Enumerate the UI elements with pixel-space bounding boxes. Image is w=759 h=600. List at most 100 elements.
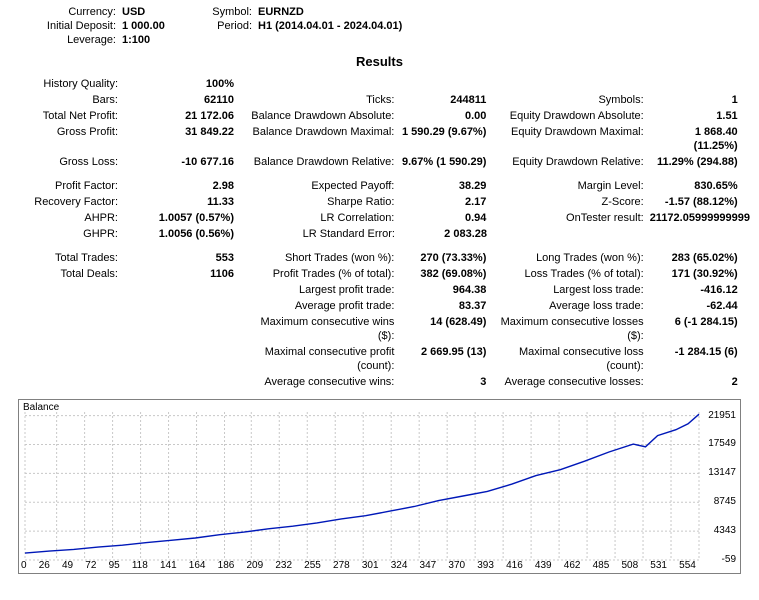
max-cons-wins-label: Maximum consecutive wins ($): (242, 315, 400, 343)
lr-stderr-label: LR Standard Error: (243, 227, 401, 241)
margin-level-label: Margin Level: (492, 179, 650, 193)
short-trades-value: 270 (73.33%) (400, 251, 486, 265)
largest-profit-value: 964.38 (400, 283, 486, 297)
recovery-factor-value: 11.33 (124, 195, 234, 209)
net-profit-label: Total Net Profit: (18, 109, 124, 123)
largest-loss-value: -416.12 (650, 283, 738, 297)
bars-label: Bars: (18, 93, 124, 107)
avg-profit-value: 83.37 (400, 299, 486, 313)
chart-x-tick: 118 (132, 560, 148, 571)
eq-dd-max-value: 1 868.40 (11.25%) (650, 125, 738, 153)
lr-corr-value: 0.94 (400, 211, 486, 225)
chart-x-tick: 416 (506, 560, 523, 571)
z-score-label: Z-Score: (492, 195, 650, 209)
chart-x-tick: 0 (21, 560, 27, 571)
chart-x-tick: 508 (621, 560, 638, 571)
chart-x-tick: 26 (39, 560, 50, 571)
ontester-value: 21172.05999999999 (650, 211, 738, 225)
chart-x-tick: 462 (564, 560, 581, 571)
chart-x-tick: 324 (391, 560, 408, 571)
chart-x-tick: 164 (189, 560, 206, 571)
chart-y-tick: 4343 (696, 525, 736, 536)
maximal-cons-profit-label: Maximal consecutive profit (count): (242, 345, 400, 373)
gross-profit-value: 31 849.22 (124, 125, 234, 153)
maximal-cons-loss-label: Maximal consecutive loss (count): (492, 345, 650, 373)
chart-y-tick: 21951 (696, 410, 736, 421)
bal-dd-abs-value: 0.00 (400, 109, 486, 123)
sharpe-ratio-label: Sharpe Ratio: (242, 195, 400, 209)
stats-section-2: Profit Factor:2.98 Expected Payoff:38.29… (18, 179, 741, 241)
chart-x-tick: 393 (477, 560, 494, 571)
max-cons-losses-label: Maximum consecutive losses ($): (492, 315, 650, 343)
ticks-value: 244811 (400, 93, 486, 107)
chart-x-tick: 554 (679, 560, 696, 571)
currency-label: Currency: (18, 6, 122, 18)
ghpr-value: 1.0056 (0.56%) (124, 227, 234, 241)
results-title: Results (18, 54, 741, 69)
gross-loss-label: Gross Loss: (18, 155, 124, 169)
max-cons-wins-value: 14 (628.49) (400, 315, 486, 343)
chart-x-tick: 141 (160, 560, 177, 571)
avg-loss-label: Average loss trade: (492, 299, 650, 313)
history-quality-label: History Quality: (18, 77, 124, 91)
chart-x-tick: 49 (62, 560, 73, 571)
total-trades-label: Total Trades: (18, 251, 124, 265)
stats-section-3: Total Trades:553 Short Trades (won %):27… (18, 251, 741, 389)
initial-deposit-label: Initial Deposit: (18, 20, 122, 32)
eq-dd-max-label: Equity Drawdown Maximal: (492, 125, 650, 153)
maximal-cons-loss-value: -1 284.15 (6) (650, 345, 738, 373)
chart-x-tick: 439 (535, 560, 552, 571)
short-trades-label: Short Trades (won %): (242, 251, 400, 265)
long-trades-value: 283 (65.02%) (650, 251, 738, 265)
initial-deposit-value: 1 000.00 (122, 20, 165, 32)
profit-trades-label: Profit Trades (% of total): (242, 267, 400, 281)
balance-chart: Balance 21951175491314787454343-59 02649… (18, 399, 741, 574)
avg-cons-wins-value: 3 (400, 375, 486, 389)
profit-factor-label: Profit Factor: (18, 179, 124, 193)
eq-dd-abs-label: Equity Drawdown Absolute: (492, 109, 650, 123)
total-deals-value: 1106 (124, 267, 234, 281)
chart-x-tick: 72 (85, 560, 96, 571)
chart-svg (19, 400, 739, 575)
ghpr-label: GHPR: (18, 227, 124, 241)
max-cons-losses-value: 6 (-1 284.15) (650, 315, 738, 343)
chart-y-tick: 17549 (696, 438, 736, 449)
ahpr-label: AHPR: (18, 211, 124, 225)
stats-section-1: History Quality:100% Bars:62110 Ticks:24… (18, 77, 741, 169)
chart-x-tick: 255 (304, 560, 321, 571)
z-score-value: -1.57 (88.12%) (650, 195, 738, 209)
avg-cons-losses-value: 2 (650, 375, 738, 389)
symbol-label: Symbol: (198, 6, 258, 18)
avg-cons-losses-label: Average consecutive losses: (492, 375, 650, 389)
avg-profit-label: Average profit trade: (242, 299, 400, 313)
ticks-label: Ticks: (242, 93, 400, 107)
chart-y-tick: -59 (696, 554, 736, 565)
bars-value: 62110 (124, 93, 234, 107)
eq-dd-abs-value: 1.51 (650, 109, 738, 123)
largest-loss-label: Largest loss trade: (492, 283, 650, 297)
symbols-value: 1 (650, 93, 738, 107)
avg-loss-value: -62.44 (650, 299, 738, 313)
symbols-label: Symbols: (492, 93, 650, 107)
chart-x-tick: 186 (218, 560, 235, 571)
chart-x-tick: 485 (593, 560, 610, 571)
chart-x-tick: 278 (333, 560, 350, 571)
avg-cons-wins-label: Average consecutive wins: (242, 375, 400, 389)
net-profit-value: 21 172.06 (124, 109, 234, 123)
total-trades-value: 553 (124, 251, 234, 265)
history-quality-value: 100% (124, 77, 234, 91)
expected-payoff-label: Expected Payoff: (242, 179, 400, 193)
bal-dd-max-value: 1 590.29 (9.67%) (400, 125, 486, 153)
chart-x-tick: 347 (420, 560, 437, 571)
bal-dd-max-label: Balance Drawdown Maximal: (242, 125, 400, 153)
period-label: Period: (198, 20, 258, 32)
profit-trades-value: 382 (69.08%) (400, 267, 486, 281)
chart-y-tick: 8745 (696, 496, 736, 507)
chart-x-tick: 95 (109, 560, 120, 571)
ahpr-value: 1.0057 (0.57%) (124, 211, 234, 225)
bal-dd-abs-label: Balance Drawdown Absolute: (242, 109, 400, 123)
chart-x-tick: 301 (362, 560, 379, 571)
chart-x-tick: 209 (246, 560, 263, 571)
period-value: H1 (2014.04.01 - 2024.04.01) (258, 20, 402, 32)
leverage-label: Leverage: (18, 34, 122, 46)
